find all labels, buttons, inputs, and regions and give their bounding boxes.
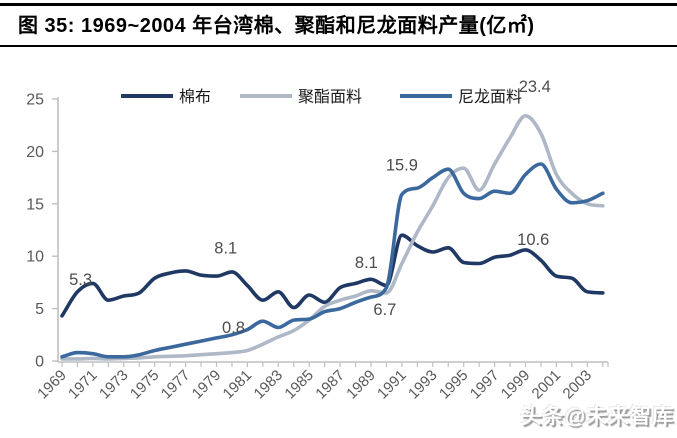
legend-item-尼龙面料: 尼龙面料 <box>400 88 522 106</box>
y-tick-label: 20 <box>26 144 44 161</box>
series-line-棉布 <box>60 233 605 318</box>
legend-label: 尼龙面料 <box>458 88 522 106</box>
legend-item-棉布: 棉布 <box>121 88 211 106</box>
x-tick-label: 1997 <box>467 367 503 403</box>
legend-item-聚酯面料: 聚酯面料 <box>240 88 362 106</box>
x-tick-label: 1981 <box>220 367 256 403</box>
data-label: 8.1 <box>214 239 237 257</box>
data-labels: 5.3 8.1 0.8 8.1 6.7 15.9 23.4 10.6 <box>69 78 551 337</box>
data-label: 0.8 <box>222 319 245 337</box>
data-label: 8.1 <box>355 254 378 272</box>
y-tick-label: 5 <box>35 301 44 318</box>
y-tick-label: 10 <box>26 249 44 266</box>
data-label: 10.6 <box>517 231 549 249</box>
x-tick-label: 1973 <box>96 367 132 403</box>
x-tick-label: 1985 <box>281 367 317 403</box>
x-tick-label: 1993 <box>405 367 441 403</box>
x-tick-label: 1987 <box>312 367 348 403</box>
x-tick-label: 1983 <box>251 367 287 403</box>
legend-label: 棉布 <box>179 88 211 106</box>
x-tick-label: 1999 <box>498 367 534 403</box>
legend-label: 聚酯面料 <box>298 88 362 106</box>
x-tick-label: 1975 <box>127 367 163 403</box>
y-tick-label: 25 <box>26 92 44 109</box>
data-label: 5.3 <box>69 271 92 289</box>
top-rule <box>0 3 677 6</box>
series-lines <box>60 114 605 361</box>
x-tick-label: 1991 <box>374 367 410 403</box>
x-tick-label: 1989 <box>343 367 379 403</box>
x-tick-label: 1979 <box>189 367 225 403</box>
x-tick-label: 1969 <box>34 367 70 403</box>
x-tick-label: 2001 <box>529 367 565 403</box>
x-tick-label: 2003 <box>560 367 596 403</box>
watermark: 头条@未来智库 <box>520 405 674 428</box>
x-tick-label: 1977 <box>158 367 194 403</box>
figure-title: 图 35: 1969~2004 年台湾棉、聚酯和尼龙面料产量(亿㎡) <box>18 15 535 37</box>
x-tick-label: 1971 <box>65 367 101 403</box>
x-tick-label: 1995 <box>436 367 472 403</box>
series-line-尼龙面料 <box>60 162 605 359</box>
title-underline <box>0 45 677 47</box>
y-tick-label: 15 <box>26 196 44 213</box>
data-label: 15.9 <box>386 157 418 175</box>
data-label: 23.4 <box>519 78 551 96</box>
series-line-聚酯面料 <box>60 114 605 361</box>
legend: 棉布 聚酯面料 尼龙面料 <box>121 88 522 106</box>
y-tick-label: 0 <box>35 354 44 371</box>
data-label: 6.7 <box>373 301 396 319</box>
